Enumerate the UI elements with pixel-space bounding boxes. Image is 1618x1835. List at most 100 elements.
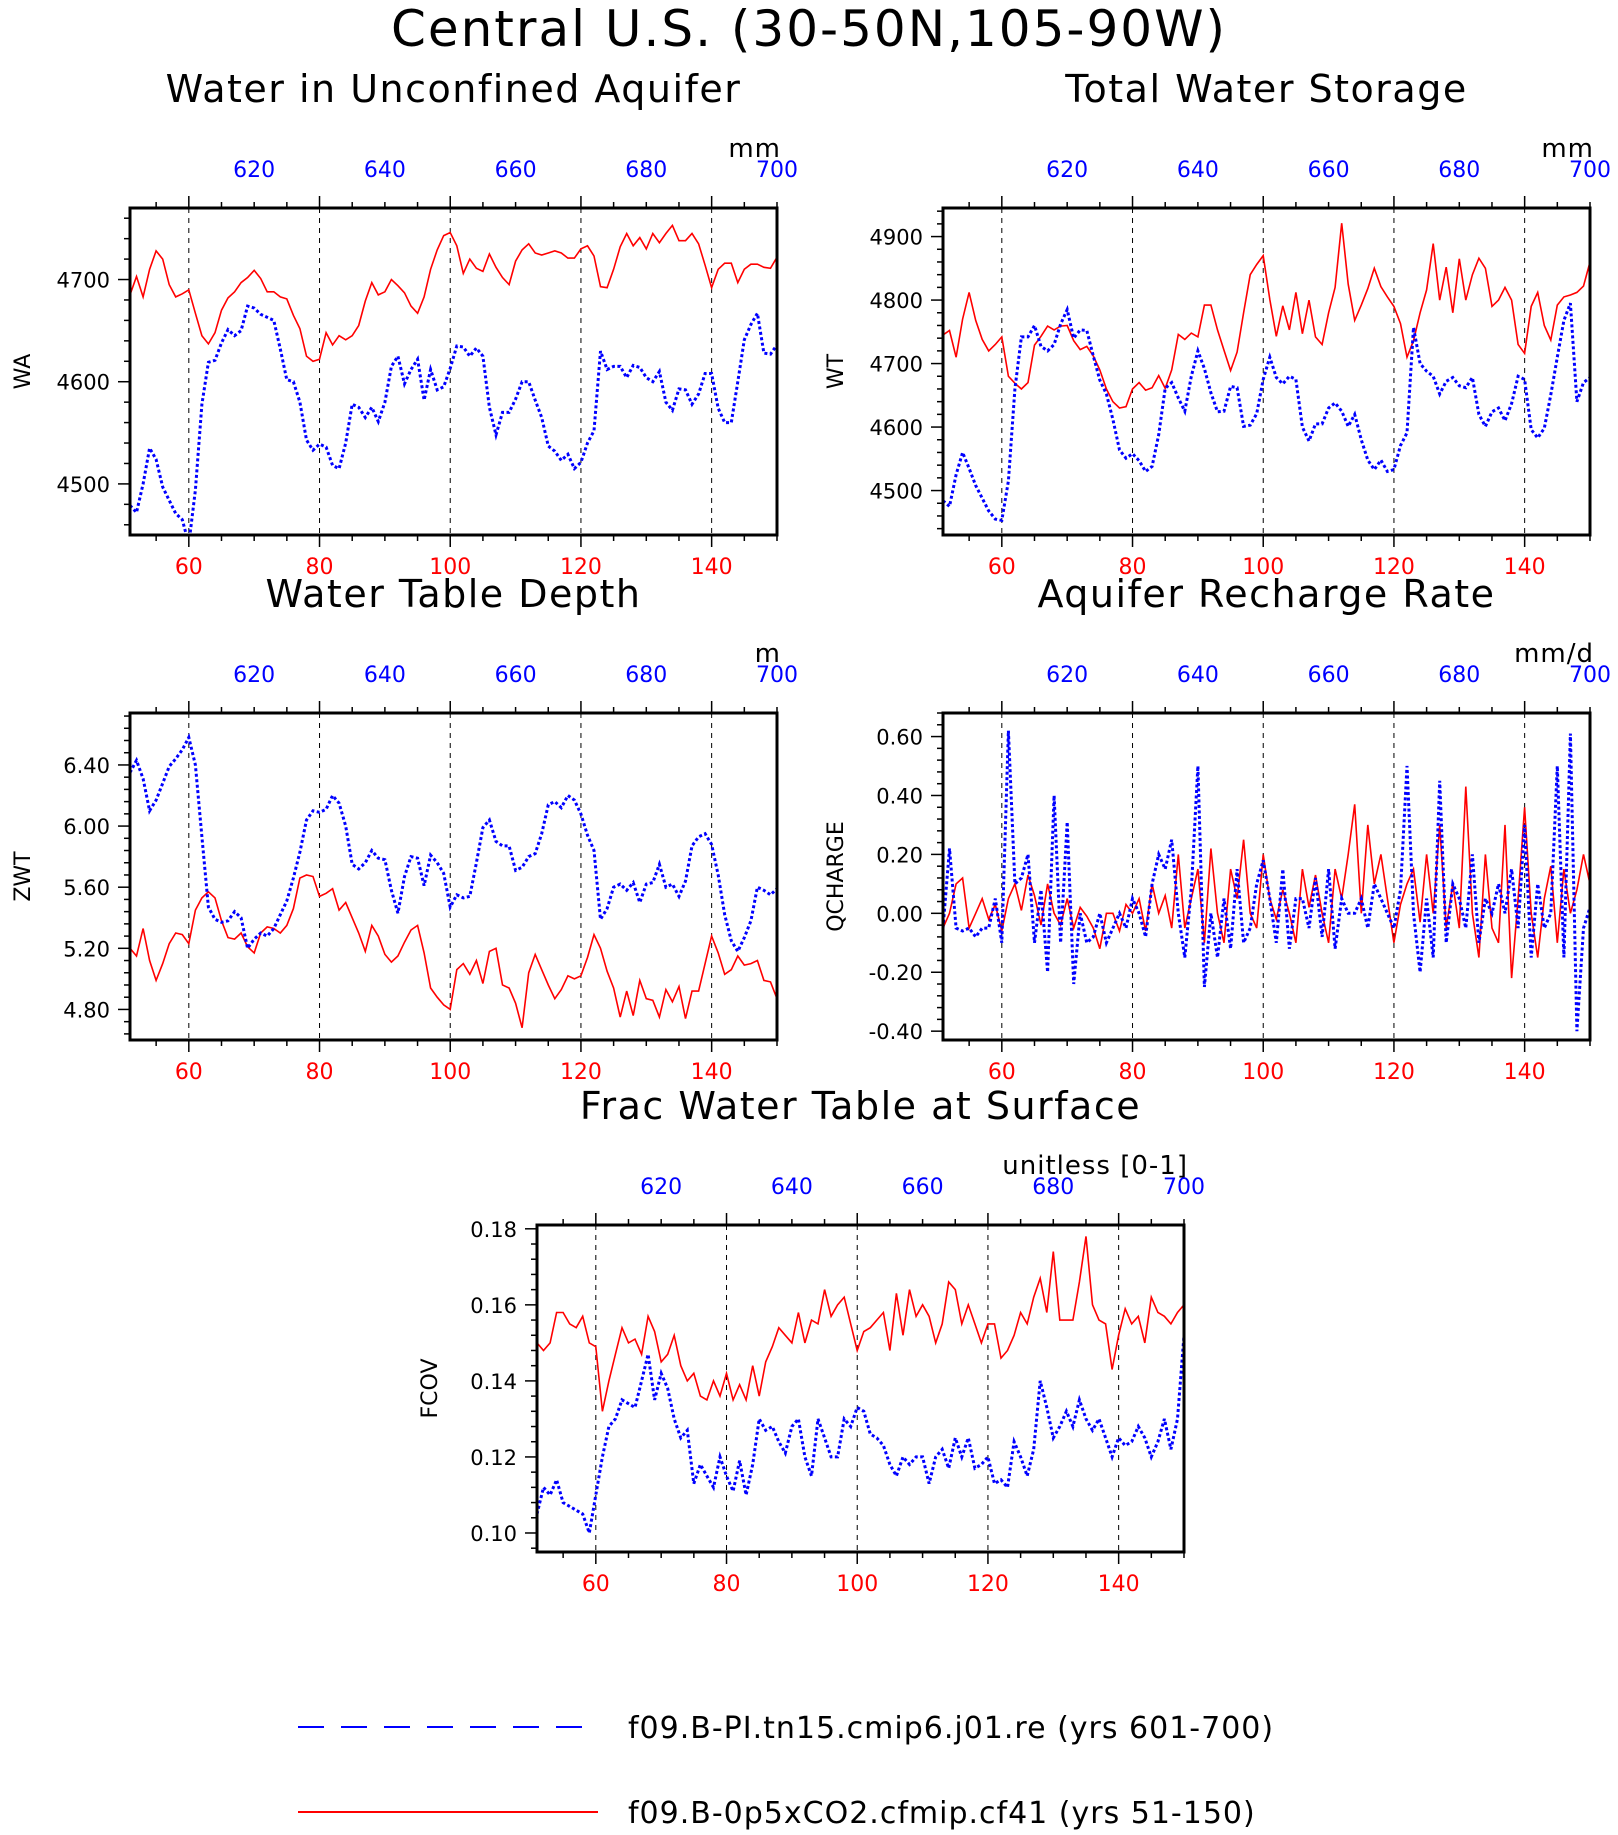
x-tick-bottom-fcov: 140 <box>1098 1572 1140 1597</box>
series-line-zwt-blue <box>130 733 777 955</box>
series-line-wt-red <box>943 223 1590 409</box>
panel-zwt: Water Table Depth m ZWT 60 80 100 120 140 620 640… <box>11 572 798 1085</box>
x-tick-bottom-wt: 60 <box>988 555 1016 580</box>
x-tick-bottom-wa: 140 <box>691 555 733 580</box>
x-tick-bottom-wa: 60 <box>175 555 203 580</box>
plot-frame-wt <box>941 206 1592 537</box>
y-axis-label-zwt: ZWT <box>11 851 36 902</box>
y-tick-zwt: 6.40 <box>63 754 110 778</box>
y-tick-wa: 4700 <box>57 269 110 293</box>
x-tick-top-wa: 700 <box>756 158 798 183</box>
y-axis-label-wa: WA <box>11 354 36 390</box>
panel-title-qcharge: Aquifer Recharge Rate <box>1037 572 1495 616</box>
panel-wt: Total Water Storage mm WT 60 80 100 120 140 620 6… <box>824 67 1611 580</box>
panel-title-wa: Water in Unconfined Aquifer <box>166 67 742 111</box>
y-tick-zwt: 5.20 <box>63 937 110 961</box>
y-tick-fcov: 0.16 <box>470 1294 517 1318</box>
x-tick-top-fcov: 620 <box>640 1175 682 1200</box>
unit-label-qcharge: mm/d <box>1514 639 1594 669</box>
y-tick-qcharge: 0.00 <box>876 902 923 926</box>
x-tick-bottom-zwt: 100 <box>429 1060 471 1085</box>
plot-frame-fcov <box>535 1223 1186 1554</box>
x-tick-bottom-wt: 100 <box>1242 555 1284 580</box>
x-tick-bottom-wa: 80 <box>306 555 334 580</box>
x-tick-top-wt: 640 <box>1177 158 1219 183</box>
y-tick-wa: 4600 <box>57 371 110 395</box>
x-tick-top-zwt: 640 <box>364 663 406 688</box>
x-tick-bottom-zwt: 140 <box>691 1060 733 1085</box>
x-tick-bottom-qcharge: 80 <box>1119 1060 1147 1085</box>
y-tick-qcharge: 0.20 <box>876 843 923 867</box>
panel-title-wt: Total Water Storage <box>1064 67 1467 111</box>
x-tick-bottom-fcov: 120 <box>967 1572 1009 1597</box>
x-tick-bottom-fcov: 100 <box>836 1572 878 1597</box>
x-tick-bottom-zwt: 80 <box>306 1060 334 1085</box>
unit-label-wa: mm <box>728 134 781 164</box>
x-tick-bottom-wa: 100 <box>429 555 471 580</box>
x-tick-top-fcov: 680 <box>1032 1175 1074 1200</box>
x-tick-top-zwt: 700 <box>756 663 798 688</box>
x-tick-top-wt: 680 <box>1438 158 1480 183</box>
x-tick-bottom-qcharge: 140 <box>1504 1060 1546 1085</box>
y-tick-qcharge: 0.60 <box>876 726 923 750</box>
y-tick-fcov: 0.18 <box>470 1218 517 1242</box>
panel-wa: Water in Unconfined Aquifer mm WA 60 80 100 12… <box>11 67 798 580</box>
y-tick-qcharge: -0.20 <box>869 961 923 985</box>
panels: Water in Unconfined Aquifer mm WA 60 80 100 12… <box>11 67 1611 1597</box>
x-tick-top-wa: 620 <box>233 158 275 183</box>
legend-label-blue: f09.B-PI.tn15.cmip6.j01.re (yrs 601-700) <box>628 1711 1274 1746</box>
x-tick-top-qcharge: 620 <box>1046 663 1088 688</box>
figure-title: Central U.S. (30-50N,105-90W) <box>391 0 1227 58</box>
unit-label-wt: mm <box>1541 134 1594 164</box>
y-tick-wa: 4500 <box>57 473 110 497</box>
legend: f09.B-PI.tn15.cmip6.j01.re (yrs 601-700)… <box>298 1711 1274 1831</box>
x-tick-bottom-qcharge: 100 <box>1242 1060 1284 1085</box>
x-tick-top-qcharge: 660 <box>1308 663 1350 688</box>
series-line-wa-red <box>130 223 777 363</box>
y-tick-fcov: 0.12 <box>470 1446 517 1470</box>
y-tick-wt: 4700 <box>870 353 923 377</box>
y-tick-zwt: 4.80 <box>63 998 110 1022</box>
x-tick-bottom-wt: 140 <box>1504 555 1546 580</box>
x-tick-bottom-qcharge: 60 <box>988 1060 1016 1085</box>
y-tick-qcharge: -0.40 <box>869 1020 923 1044</box>
y-tick-wt: 4900 <box>870 226 923 250</box>
plot-frame-qcharge <box>941 711 1592 1042</box>
x-tick-top-wa: 680 <box>625 158 667 183</box>
x-tick-bottom-zwt: 60 <box>175 1060 203 1085</box>
y-axis-label-wt: WT <box>824 353 849 389</box>
series-line-fcov-blue <box>537 1335 1184 1534</box>
y-tick-fcov: 0.14 <box>470 1370 517 1394</box>
x-tick-top-zwt: 680 <box>625 663 667 688</box>
x-tick-bottom-wt: 120 <box>1373 555 1415 580</box>
plot-frame-zwt <box>128 711 779 1042</box>
x-tick-top-wt: 620 <box>1046 158 1088 183</box>
plot-frame-wa <box>128 206 779 537</box>
unit-label-zwt: m <box>755 639 781 669</box>
legend-label-red: f09.B-0p5xCO2.cfmip.cf41 (yrs 51-150) <box>628 1796 1256 1831</box>
panel-title-fcov: Frac Water Table at Surface <box>580 1084 1141 1128</box>
x-tick-top-zwt: 660 <box>495 663 537 688</box>
x-tick-top-fcov: 700 <box>1163 1175 1205 1200</box>
y-tick-wt: 4800 <box>870 289 923 313</box>
series-line-fcov-red <box>537 1236 1184 1412</box>
series-line-wa-blue <box>130 304 777 535</box>
x-tick-bottom-wt: 80 <box>1119 555 1147 580</box>
x-tick-bottom-qcharge: 120 <box>1373 1060 1415 1085</box>
x-tick-bottom-fcov: 80 <box>713 1572 741 1597</box>
series-line-wt-blue <box>943 302 1590 523</box>
panel-title-zwt: Water Table Depth <box>266 572 642 616</box>
x-tick-top-fcov: 660 <box>902 1175 944 1200</box>
y-axis-label-qcharge: QCHARGE <box>824 821 849 932</box>
y-tick-zwt: 5.60 <box>63 876 110 900</box>
panel-fcov: Frac Water Table at Surface unitless [0-1… <box>418 1084 1205 1597</box>
x-tick-top-fcov: 640 <box>771 1175 813 1200</box>
x-tick-bottom-zwt: 120 <box>560 1060 602 1085</box>
x-tick-top-wt: 660 <box>1308 158 1350 183</box>
panel-qcharge: Aquifer Recharge Rate mm/d QCHARGE 60 80 100 1… <box>824 572 1611 1085</box>
x-tick-top-qcharge: 700 <box>1569 663 1611 688</box>
x-tick-bottom-fcov: 60 <box>582 1572 610 1597</box>
series-line-qcharge-blue <box>943 730 1590 1032</box>
series-line-zwt-red <box>130 874 777 1029</box>
